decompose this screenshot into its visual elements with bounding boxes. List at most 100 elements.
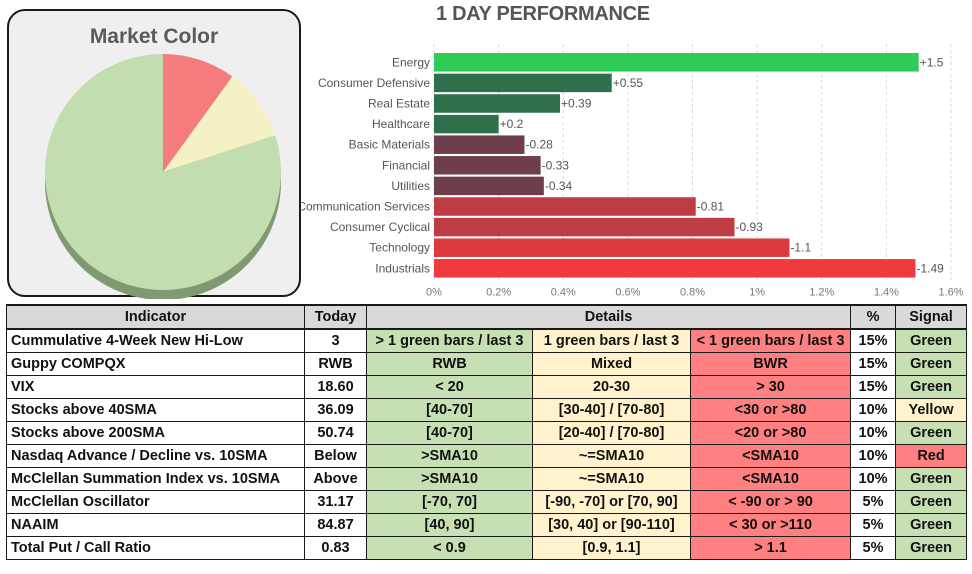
bar: [434, 238, 790, 257]
today-cell: 3: [304, 328, 367, 353]
value-label: -0.93: [736, 220, 764, 234]
signal-cell: Green: [895, 467, 968, 491]
category-label: Industrials: [375, 261, 430, 275]
today-cell: 0.83: [304, 536, 367, 560]
performance-title: 1 DAY PERFORMANCE: [436, 3, 650, 25]
value-label: -0.33: [542, 158, 570, 172]
detail-red-cell: <SMA10: [689, 444, 852, 468]
x-tick-label: 0.6%: [615, 287, 640, 299]
category-label: Real Estate: [368, 97, 430, 111]
bar: [434, 176, 544, 196]
table-row: Nasdaq Advance / Decline vs. 10SMA Below >…: [6, 444, 968, 468]
bar: [434, 94, 561, 113]
weight-cell: 5%: [850, 490, 897, 514]
detail-green-cell: [40, 90]: [366, 513, 533, 537]
detail-red-cell: > 1.1: [689, 536, 852, 560]
detail-yellow-cell: [0.9, 1.1]: [532, 536, 691, 560]
category-label: Utilities: [391, 179, 430, 193]
indicator-cell: VIX: [6, 375, 305, 399]
bar: [434, 259, 916, 278]
signal-cell: Green: [895, 536, 968, 560]
value-label: +0.2: [500, 117, 524, 131]
detail-red-cell: <SMA10: [689, 467, 852, 491]
category-label: Communication Services: [300, 200, 430, 214]
detail-red-cell: < 1 green bars / last 3: [689, 328, 852, 353]
indicator-cell: Stocks above 200SMA: [6, 421, 305, 445]
value-label: -1.49: [916, 261, 944, 275]
detail-red-cell: < 30 or >110: [689, 513, 852, 537]
weight-cell: 10%: [850, 421, 897, 445]
signal-cell: Green: [895, 421, 968, 445]
indicator-cell: Guppy COMPQX: [6, 352, 305, 376]
signal-cell: Yellow: [895, 398, 968, 422]
detail-yellow-cell: 20-30: [532, 375, 691, 399]
x-tick-label: 1.2%: [809, 287, 834, 299]
weight-cell: 5%: [850, 513, 897, 537]
category-label: Energy: [392, 55, 430, 69]
indicator-cell: Nasdaq Advance / Decline vs. 10SMA: [6, 444, 305, 468]
signal-cell: Green: [895, 490, 968, 514]
detail-yellow-cell: [30, 40] or [90-110]: [532, 513, 691, 537]
value-label: +0.39: [561, 97, 592, 111]
header-today: Today: [304, 304, 367, 330]
table-row: McClellan Oscillator 31.17 [-70, 70] [-90, …: [6, 490, 968, 514]
market-color-pie: [44, 54, 281, 299]
weight-cell: 15%: [850, 328, 897, 353]
header-details: Details: [365, 304, 852, 330]
table-header-row: Indicator Today Details % Signal: [6, 304, 968, 330]
header-indicator: Indicator: [6, 304, 305, 330]
pie-slice-red: [163, 54, 233, 172]
detail-red-cell: BWR: [689, 352, 852, 376]
today-cell: Below: [304, 444, 367, 468]
table-row: Guppy COMPQX RWB RWB Mixed BWR 15% Green: [6, 352, 968, 376]
value-label: -0.81: [697, 200, 725, 214]
detail-yellow-cell: [-90, -70] or [70, 90]: [532, 490, 691, 514]
today-cell: Above: [304, 467, 367, 491]
table-row: Stocks above 200SMA 50.74 [40-70] [20-40] /…: [6, 421, 968, 445]
table-row: McClellan Summation Index vs. 10SMA Above…: [6, 467, 968, 491]
x-tick-label: 0.8%: [680, 287, 705, 299]
today-cell: 31.17: [304, 490, 367, 514]
detail-yellow-cell: ~=SMA10: [532, 444, 691, 468]
detail-red-cell: <20 or >80: [689, 421, 852, 445]
weight-cell: 10%: [850, 398, 897, 422]
detail-green-cell: [-70, 70]: [366, 490, 533, 514]
table-row: NAAIM 84.87 [40, 90] [30, 40] or [90-110] < …: [6, 513, 968, 537]
x-tick-label: 1%: [749, 287, 765, 299]
indicator-cell: NAAIM: [6, 513, 305, 537]
indicator-cell: Stocks above 40SMA: [6, 398, 305, 422]
detail-yellow-cell: [20-40] / [70-80]: [532, 421, 691, 445]
today-cell: 84.87: [304, 513, 367, 537]
indicator-cell: Total Put / Call Ratio: [6, 536, 305, 560]
performance-bar-chart: 0% 0.2% 0.4% 0.6% 0.8% 1% 1.2% 1.4% 1.6% Energy +1…: [300, 44, 964, 299]
indicator-cell: McClellan Summation Index vs. 10SMA: [6, 467, 305, 491]
today-cell: 50.74: [304, 421, 367, 445]
detail-green-cell: > 1 green bars / last 3: [366, 328, 533, 353]
signal-cell: Green: [895, 513, 968, 537]
bar: [434, 197, 696, 216]
value-label: -1.1: [790, 241, 811, 255]
today-cell: RWB: [304, 352, 367, 376]
weight-cell: 10%: [850, 444, 897, 468]
category-label: Consumer Cyclical: [330, 220, 430, 234]
category-label: Consumer Defensive: [318, 76, 430, 90]
value-label: -0.34: [545, 179, 573, 193]
bar: [434, 217, 735, 237]
table-row: VIX 18.60 < 20 20-30 > 30 15% Green: [6, 375, 968, 399]
signal-cell: Green: [895, 352, 968, 376]
weight-cell: 15%: [850, 375, 897, 399]
bar: [434, 73, 612, 93]
detail-red-cell: < -90 or > 90: [689, 490, 852, 514]
signal-cell: Green: [895, 328, 968, 353]
indicator-cell: McClellan Oscillator: [6, 490, 305, 514]
market-color-card: Market Color: [7, 9, 301, 299]
x-tick-label: 1.4%: [874, 287, 899, 299]
bar: [434, 156, 541, 175]
detail-yellow-cell: ~=SMA10: [532, 467, 691, 491]
detail-red-cell: <30 or >80: [689, 398, 852, 422]
detail-yellow-cell: Mixed: [532, 352, 691, 376]
table-row: Total Put / Call Ratio 0.83 < 0.9 [0.9, 1.1…: [6, 536, 968, 560]
detail-green-cell: < 20: [366, 375, 533, 399]
value-label: +1.5: [920, 55, 944, 69]
detail-green-cell: [40-70]: [366, 398, 533, 422]
